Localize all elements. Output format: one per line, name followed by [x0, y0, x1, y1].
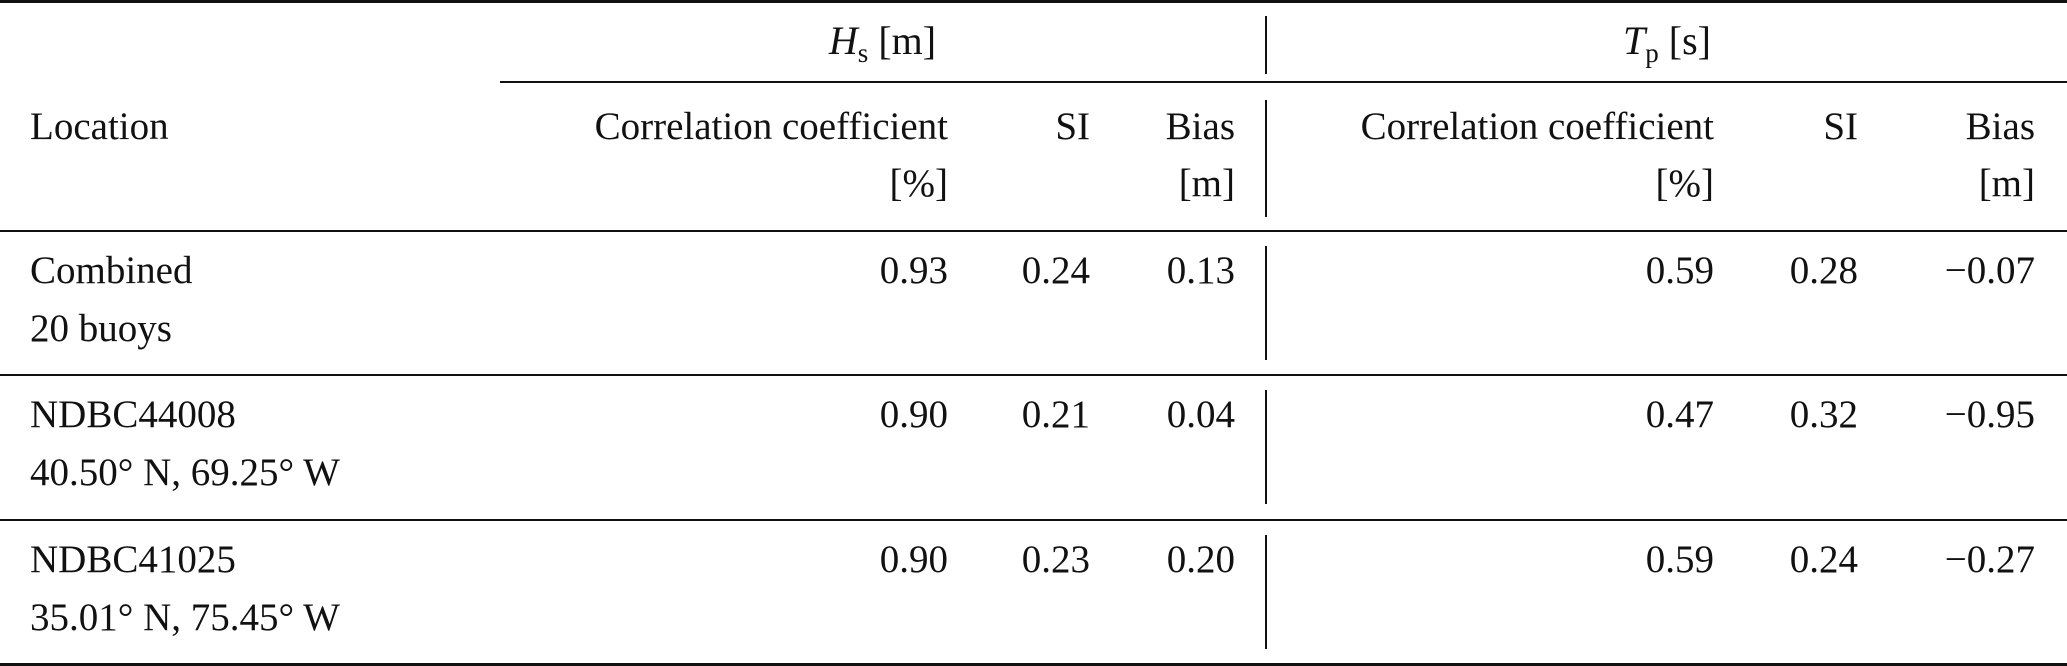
- row-1-location-detail: 20 buoys: [30, 307, 172, 350]
- tp-unit: [s]: [1668, 18, 1711, 63]
- row-2-hs-corr: 0.90: [879, 393, 948, 436]
- row-3-location-detail: 35.01° N, 75.45° W: [30, 596, 340, 639]
- column-header-location: Location: [30, 105, 169, 148]
- row-3-location-name: NDBC41025: [30, 538, 236, 581]
- row-separator-1: [0, 374, 2067, 376]
- group-separator-line: [1265, 16, 1267, 74]
- hs-unit: [m]: [878, 18, 937, 63]
- row-2-tp-corr: 0.47: [1645, 393, 1714, 436]
- table-top-rule: [0, 0, 2067, 3]
- row-2-tp-si: 0.32: [1789, 393, 1858, 436]
- column-header-hs-bias-line1: Bias: [1165, 105, 1235, 148]
- column-header-tp-corr-line2: [%]: [1655, 162, 1714, 205]
- row-2-hs-si: 0.21: [1021, 393, 1090, 436]
- row-1-tp-si: 0.28: [1789, 249, 1858, 292]
- row-1-hs-bias: 0.13: [1166, 249, 1235, 292]
- group-header-tp: Tp [s]: [1267, 12, 2067, 82]
- row-3-hs-si: 0.23: [1021, 538, 1090, 581]
- row-separator-line-3: [1265, 535, 1267, 649]
- row-3-hs-corr: 0.90: [879, 538, 948, 581]
- row-separator-2: [0, 519, 2067, 521]
- row-3-tp-corr: 0.59: [1645, 538, 1714, 581]
- table-bottom-rule: [0, 663, 2067, 666]
- column-header-hs-corr-line2: [%]: [889, 162, 948, 205]
- column-header-hs-si: SI: [1055, 105, 1090, 148]
- row-3-hs-bias: 0.20: [1166, 538, 1235, 581]
- row-1-hs-corr: 0.93: [879, 249, 948, 292]
- column-header-hs-corr-line1: Correlation coefficient: [594, 105, 948, 148]
- row-1-hs-si: 0.24: [1021, 249, 1090, 292]
- row-3-tp-si: 0.24: [1789, 538, 1858, 581]
- hs-subscript: s: [857, 38, 869, 68]
- row-1-tp-corr: 0.59: [1645, 249, 1714, 292]
- row-separator-line-2: [1265, 390, 1267, 504]
- row-2-location-detail: 40.50° N, 69.25° W: [30, 451, 340, 494]
- row-2-tp-bias: −0.95: [1944, 393, 2035, 436]
- column-header-hs-bias-line2: [m]: [1178, 162, 1235, 205]
- row-2-location-name: NDBC44008: [30, 393, 236, 436]
- row-1-tp-bias: −0.07: [1944, 249, 2035, 292]
- header-separator-line: [1265, 100, 1267, 217]
- hs-symbol: H: [828, 18, 858, 63]
- group-header-hs: Hs [m]: [500, 12, 1265, 82]
- tp-symbol: T: [1623, 18, 1646, 63]
- tp-subscript: p: [1645, 38, 1659, 68]
- column-header-tp-bias-line1: Bias: [1965, 105, 2035, 148]
- row-1-location-name: Combined: [30, 249, 193, 292]
- row-separator-line-1: [1265, 246, 1267, 360]
- column-header-tp-corr-line1: Correlation coefficient: [1360, 105, 1714, 148]
- row-2-hs-bias: 0.04: [1166, 393, 1235, 436]
- row-3-tp-bias: −0.27: [1944, 538, 2035, 581]
- group-header-rule: [500, 81, 2067, 83]
- column-header-tp-bias-line2: [m]: [1978, 162, 2035, 205]
- column-header-tp-si: SI: [1823, 105, 1858, 148]
- header-bottom-rule: [0, 230, 2067, 232]
